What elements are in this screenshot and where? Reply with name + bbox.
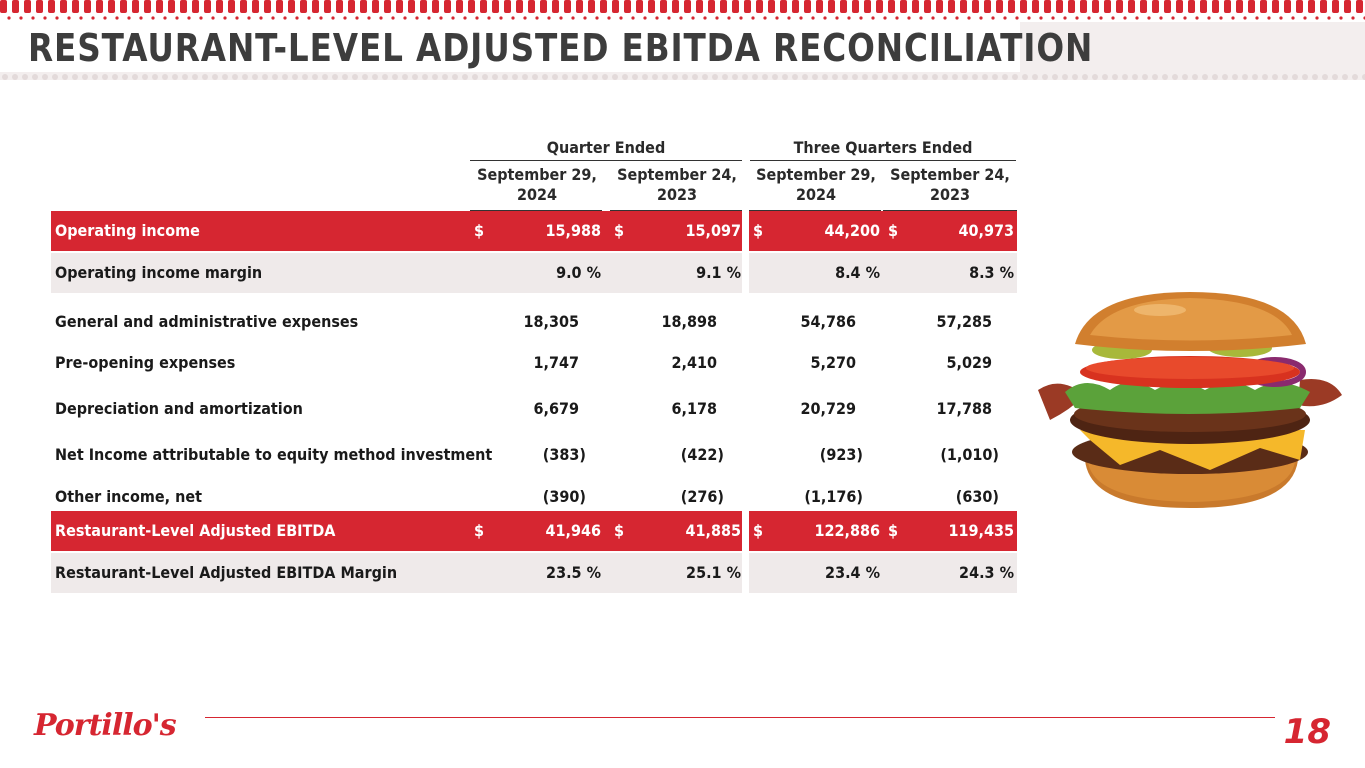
col-header-1: September 29, 2024 — [470, 165, 604, 205]
cell-value: (1,010) — [889, 435, 999, 475]
cell-value: 41,946 — [491, 511, 601, 551]
cell-value: 18,898 — [609, 302, 717, 342]
cell-value: 15,988 — [491, 211, 601, 251]
cell-value: 41,885 — [631, 511, 741, 551]
cell-value: (923) — [753, 435, 863, 475]
row-label: Restaurant-Level Adjusted EBITDA Margin — [55, 553, 397, 593]
cell-value: 25.1 % — [631, 553, 741, 593]
page-title: RESTAURANT-LEVEL ADJUSTED EBITDA RECONCI… — [28, 26, 1093, 70]
col-header-2-line1: September 24, — [610, 165, 744, 185]
cell-value: 119,435 — [904, 511, 1014, 551]
cell-value: 6,679 — [471, 389, 579, 429]
row-label: Pre-opening expenses — [55, 343, 235, 383]
col-header-4-line2: 2023 — [883, 185, 1017, 205]
cell-value: 54,786 — [748, 302, 856, 342]
cell-value: 40,973 — [904, 211, 1014, 251]
currency-symbol: $ — [888, 511, 898, 551]
row-gap-operating-income — [742, 211, 749, 251]
cell-value: 9.1 % — [631, 253, 741, 293]
currency-symbol: $ — [614, 211, 624, 251]
cell-value: 15,097 — [631, 211, 741, 251]
group-header-quarter: Quarter Ended — [470, 138, 742, 158]
cell-value: 44,200 — [770, 211, 880, 251]
table-row-equity-method: Net Income attributable to equity method… — [51, 435, 1017, 475]
cell-value: 17,788 — [884, 389, 992, 429]
col-header-1-line1: September 29, — [470, 165, 604, 185]
cell-value: 24.3 % — [904, 553, 1014, 593]
col-header-2-line2: 2023 — [610, 185, 744, 205]
row-label: Operating income margin — [55, 253, 262, 293]
group-header-three-quarters: Three Quarters Ended — [750, 138, 1016, 158]
scalloped-border — [0, 0, 1365, 22]
currency-symbol: $ — [753, 511, 763, 551]
table-row-adjusted-ebitda: Restaurant-Level Adjusted EBITDA $ 41,94… — [51, 511, 1017, 551]
currency-symbol: $ — [474, 211, 484, 251]
table-row-operating-margin: Operating income margin 9.0 % 9.1 % 8.4 … — [51, 253, 1017, 293]
table-row-operating-income: Operating income $ 15,988 $ 15,097 $ 44,… — [51, 211, 1017, 251]
burger-image — [1030, 280, 1350, 515]
row-label: General and administrative expenses — [55, 302, 358, 342]
table-row-depreciation: Depreciation and amortization 6,679 6,17… — [51, 389, 1017, 429]
col-header-3-line2: 2024 — [749, 185, 883, 205]
currency-symbol: $ — [614, 511, 624, 551]
cell-value: 8.3 % — [904, 253, 1014, 293]
cell-value: 9.0 % — [491, 253, 601, 293]
cell-value: 57,285 — [884, 302, 992, 342]
footer-rule — [205, 717, 1275, 718]
table-row-ebitda-margin: Restaurant-Level Adjusted EBITDA Margin … — [51, 553, 1017, 593]
cell-value: 23.4 % — [770, 553, 880, 593]
cell-value: 5,029 — [884, 343, 992, 383]
row-label: Net Income attributable to equity method… — [55, 435, 492, 475]
row-label: Restaurant-Level Adjusted EBITDA — [55, 511, 335, 551]
cell-value: 5,270 — [748, 343, 856, 383]
col-header-2: September 24, 2023 — [610, 165, 744, 205]
portillos-logo: Portillo's — [34, 708, 176, 743]
cell-value: (422) — [614, 435, 724, 475]
col-header-3-line1: September 29, — [749, 165, 883, 185]
col-header-4: September 24, 2023 — [883, 165, 1017, 205]
page-number: 18 — [1284, 712, 1331, 752]
row-gap-adjusted-ebitda — [742, 511, 749, 551]
currency-symbol: $ — [888, 211, 898, 251]
table-row-pre-opening: Pre-opening expenses 1,747 2,410 5,270 5… — [51, 343, 1017, 383]
cell-value: 1,747 — [471, 343, 579, 383]
cell-value: 23.5 % — [491, 553, 601, 593]
group-rule-quarter — [470, 160, 742, 161]
col-header-1-line2: 2024 — [470, 185, 604, 205]
row-label: Operating income — [55, 211, 200, 251]
group-rule-three-quarters — [750, 160, 1016, 161]
col-header-4-line1: September 24, — [883, 165, 1017, 185]
col-header-3: September 29, 2024 — [749, 165, 883, 205]
table-row-general-admin: General and administrative expenses 18,3… — [51, 302, 1017, 342]
cell-value: 122,886 — [770, 511, 880, 551]
cell-value: 20,729 — [748, 389, 856, 429]
cell-value: (383) — [476, 435, 586, 475]
currency-symbol: $ — [474, 511, 484, 551]
currency-symbol: $ — [753, 211, 763, 251]
cell-value: 2,410 — [609, 343, 717, 383]
cell-value: 6,178 — [609, 389, 717, 429]
cell-value: 8.4 % — [770, 253, 880, 293]
cell-value: 18,305 — [471, 302, 579, 342]
wave-border — [0, 68, 1365, 82]
row-label: Depreciation and amortization — [55, 389, 303, 429]
